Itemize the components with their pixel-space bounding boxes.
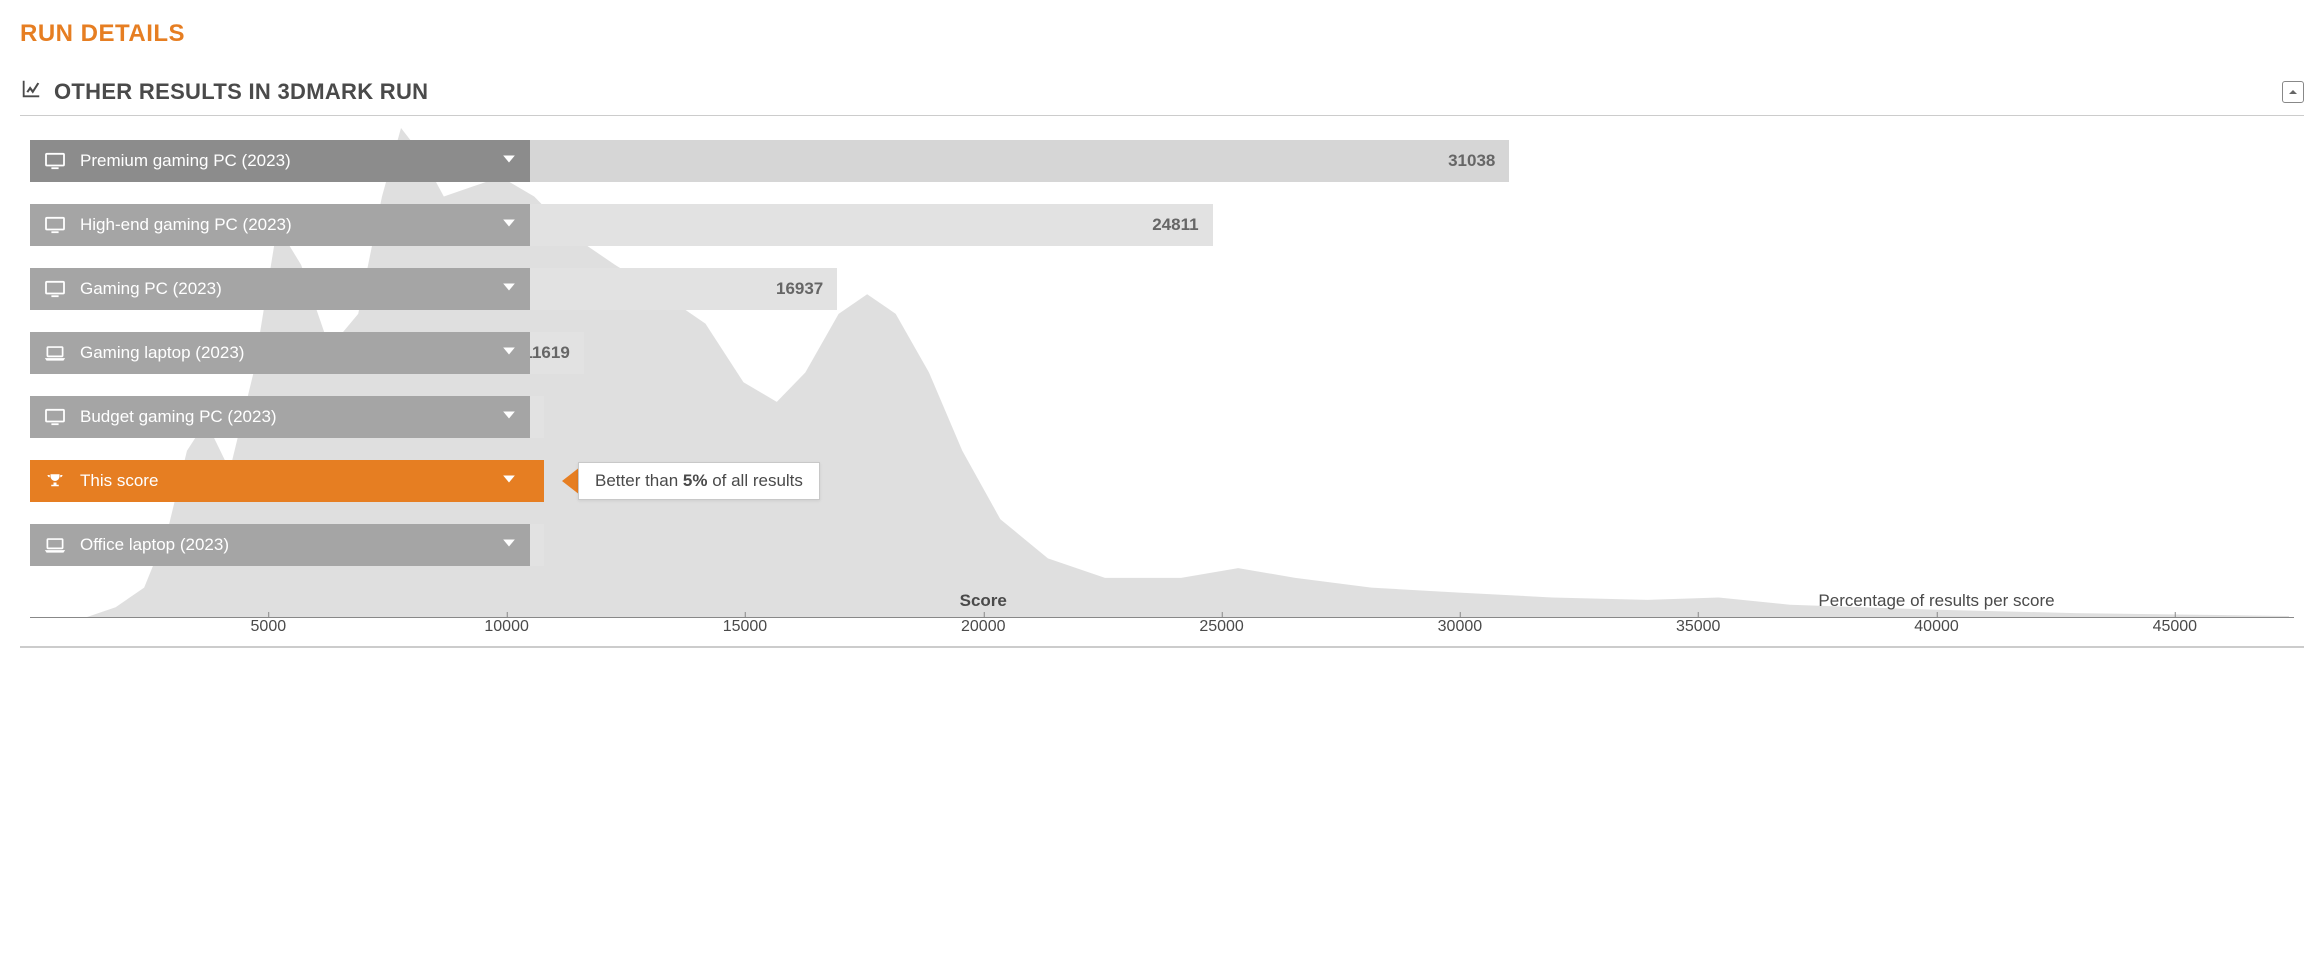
bar-label-text: Gaming laptop (2023)	[80, 343, 244, 363]
bar-label-this-score[interactable]: This score	[30, 460, 530, 502]
bar-value-this-score: 2773	[530, 460, 544, 502]
tooltip-text: Better than 5% of all results	[578, 462, 820, 500]
bar-value-gaming-laptop: 11619	[530, 332, 584, 374]
chevron-down-icon	[502, 535, 516, 555]
panel-title: OTHER RESULTS IN 3DMARK RUN	[54, 79, 428, 105]
panel-header: OTHER RESULTS IN 3DMARK RUN	[20, 78, 2304, 105]
x-axis-label-percentage: Percentage of results per score	[1818, 591, 2054, 611]
bar-label-text: Premium gaming PC (2023)	[80, 151, 291, 171]
chevron-down-icon	[502, 471, 516, 491]
bar-label-text: Budget gaming PC (2023)	[80, 407, 277, 427]
x-tick: 25000	[1199, 618, 1244, 636]
x-tick: 15000	[723, 618, 768, 636]
chart-area: Premium gaming PC (2023) 31038 High-end ga…	[30, 128, 2294, 618]
bar-label-text: High-end gaming PC (2023)	[80, 215, 292, 235]
chevron-down-icon	[502, 215, 516, 235]
laptop-icon	[44, 344, 66, 362]
bar-value-budget-gaming-pc: 10069	[530, 396, 544, 438]
chevron-down-icon	[502, 279, 516, 299]
x-tick: 45000	[2153, 618, 2198, 636]
bar-value-office-laptop: 1671	[530, 524, 544, 566]
x-tick: 10000	[484, 618, 529, 636]
section-title: RUN DETAILS	[20, 20, 2304, 48]
desktop-icon	[44, 216, 66, 234]
bar-label-gaming-pc[interactable]: Gaming PC (2023)	[30, 268, 530, 310]
desktop-icon	[44, 408, 66, 426]
bar-row-office-laptop: Office laptop (2023) 1671	[30, 524, 544, 566]
score-tooltip: Better than 5% of all results	[562, 460, 820, 502]
bar-row-high-end-gaming-pc: High-end gaming PC (2023) 24811	[30, 204, 1213, 246]
bar-row-gaming-laptop: Gaming laptop (2023) 11619	[30, 332, 584, 374]
desktop-icon	[44, 152, 66, 170]
chevron-up-icon	[2288, 87, 2298, 97]
x-tick: 35000	[1676, 618, 1721, 636]
bar-label-text: This score	[80, 471, 158, 491]
bar-value-premium-gaming-pc: 31038	[530, 140, 1509, 182]
bar-row-premium-gaming-pc: Premium gaming PC (2023) 31038	[30, 140, 1509, 182]
bar-label-high-end-gaming-pc[interactable]: High-end gaming PC (2023)	[30, 204, 530, 246]
x-tick: 40000	[1914, 618, 1959, 636]
collapse-button[interactable]	[2282, 81, 2304, 103]
chevron-down-icon	[502, 407, 516, 427]
bar-label-office-laptop[interactable]: Office laptop (2023)	[30, 524, 530, 566]
bar-row-gaming-pc: Gaming PC (2023) 16937	[30, 268, 837, 310]
results-panel: Premium gaming PC (2023) 31038 High-end ga…	[20, 115, 2304, 648]
trophy-icon	[44, 472, 66, 490]
bar-row-budget-gaming-pc: Budget gaming PC (2023) 10069	[30, 396, 544, 438]
laptop-icon	[44, 536, 66, 554]
bar-label-budget-gaming-pc[interactable]: Budget gaming PC (2023)	[30, 396, 530, 438]
x-tick: 20000	[961, 618, 1006, 636]
x-axis: 5000 10000 15000 20000 25000 30000 35000 40000 4…	[30, 618, 2294, 646]
line-chart-icon	[20, 78, 42, 105]
bar-label-text: Gaming PC (2023)	[80, 279, 222, 299]
x-tick: 5000	[251, 618, 287, 636]
bar-value-high-end-gaming-pc: 24811	[530, 204, 1213, 246]
chevron-down-icon	[502, 151, 516, 171]
desktop-icon	[44, 280, 66, 298]
chevron-down-icon	[502, 343, 516, 363]
bar-label-premium-gaming-pc[interactable]: Premium gaming PC (2023)	[30, 140, 530, 182]
x-tick: 30000	[1438, 618, 1483, 636]
bar-label-gaming-laptop[interactable]: Gaming laptop (2023)	[30, 332, 530, 374]
bar-label-text: Office laptop (2023)	[80, 535, 229, 555]
bar-value-gaming-pc: 16937	[530, 268, 837, 310]
x-axis-label-score: Score	[960, 591, 1007, 611]
bar-list: Premium gaming PC (2023) 31038 High-end ga…	[30, 128, 2294, 617]
bar-row-this-score: This score 2773 Better than 5% of all resu…	[30, 460, 820, 502]
